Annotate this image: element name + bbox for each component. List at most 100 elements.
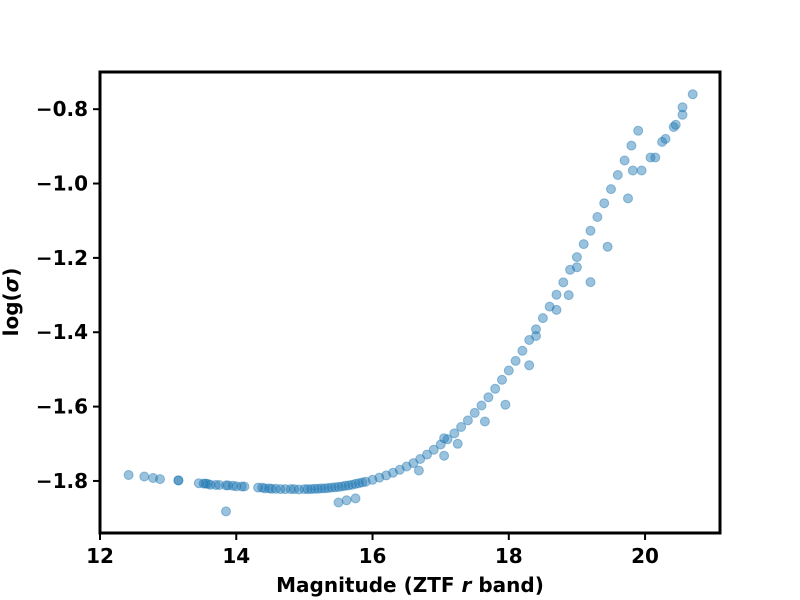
data-point-78: [537, 313, 548, 324]
data-point-111: [677, 109, 688, 120]
data-point-98: [500, 399, 511, 410]
data-point-17: [236, 481, 247, 492]
data-point-109: [668, 122, 679, 132]
data-point-16: [231, 481, 242, 492]
data-point-75: [517, 345, 528, 356]
data-point-11: [210, 480, 221, 490]
data-point-117: [531, 331, 541, 341]
data-point-37: [319, 483, 330, 494]
data-point-2: [148, 473, 159, 483]
data-point-29: [289, 484, 300, 495]
data-point-91: [626, 140, 637, 151]
data-point-76: [524, 335, 535, 345]
data-point-4: [173, 475, 184, 486]
data-point-38: [323, 483, 334, 493]
data-point-8: [200, 478, 211, 489]
data-point-64: [442, 434, 453, 445]
data-point-51: [341, 495, 352, 506]
x-axis-ticks: 12 14 16 18 20: [86, 533, 659, 568]
y-tick-label-0: −1.8: [36, 469, 88, 493]
data-point-44: [343, 480, 354, 491]
data-point-26: [275, 484, 286, 495]
data-point-13: [221, 480, 231, 491]
y-tick-label-2: −1.4: [36, 320, 88, 344]
x-tick-label-2: 16: [359, 544, 387, 568]
data-point-92: [633, 125, 644, 136]
data-point-42: [336, 481, 347, 492]
y-axis-ticks: −1.8 −1.6 −1.4 −1.2 −1.0 −0.8: [36, 97, 100, 493]
data-point-34: [309, 483, 320, 494]
data-point-14: [223, 480, 234, 491]
data-point-36: [316, 483, 327, 494]
data-point-94: [439, 433, 450, 444]
data-point-21: [257, 482, 268, 493]
data-point-104: [636, 165, 647, 176]
data-point-25: [270, 483, 281, 494]
data-point-114: [602, 241, 613, 252]
data-point-66: [456, 422, 467, 432]
data-point-105: [645, 152, 656, 163]
data-point-9: [202, 478, 213, 489]
data-point-18: [239, 481, 250, 492]
data-point-106: [650, 152, 661, 163]
y-axis-label: log(σ): [0, 268, 23, 337]
data-point-30: [293, 484, 304, 495]
data-point-107: [657, 136, 668, 147]
data-point-28: [285, 484, 296, 495]
data-point-93: [413, 465, 424, 476]
data-point-72: [497, 374, 507, 385]
data-points: [123, 89, 698, 517]
x-axis-label: Magnitude (ZTF r band): [276, 573, 544, 597]
data-point-101: [585, 277, 596, 288]
data-point-103: [627, 165, 638, 176]
data-point-71: [490, 383, 501, 394]
data-point-85: [585, 225, 596, 236]
data-point-58: [401, 461, 412, 472]
data-point-86: [592, 212, 603, 222]
data-point-96: [452, 438, 463, 449]
data-point-0: [123, 470, 134, 480]
data-point-79: [544, 301, 555, 312]
data-point-45: [347, 479, 358, 490]
plot-frame: [98, 70, 722, 535]
x-tick-label-4: 20: [631, 544, 659, 568]
data-point-112: [677, 102, 688, 113]
data-point-63: [435, 439, 446, 450]
data-point-74: [510, 355, 521, 366]
data-point-47: [353, 478, 364, 489]
data-point-82: [565, 264, 576, 275]
y-tick-label-4: −1.0: [36, 172, 88, 196]
data-point-49: [360, 476, 371, 487]
data-point-48: [357, 477, 368, 488]
x-tick-label-3: 18: [495, 544, 523, 568]
data-point-88: [606, 184, 616, 195]
data-point-27: [280, 484, 291, 495]
y-tick-label-5: −0.8: [36, 97, 88, 121]
data-point-56: [388, 467, 398, 478]
data-point-40: [330, 482, 341, 493]
data-point-62: [428, 444, 439, 455]
data-point-24: [266, 483, 277, 494]
data-point-53: [367, 474, 378, 485]
data-point-55: [381, 470, 392, 481]
data-point-116: [551, 304, 562, 315]
data-point-80: [551, 289, 562, 300]
data-point-113: [687, 89, 698, 100]
data-point-99: [524, 360, 535, 371]
data-point-59: [408, 458, 419, 469]
data-point-20: [253, 482, 264, 493]
data-point-50: [333, 497, 344, 508]
data-point-22: [259, 483, 270, 494]
data-point-67: [462, 415, 473, 426]
data-point-41: [333, 481, 344, 492]
data-point-32: [302, 484, 313, 495]
data-point-5: [173, 475, 184, 486]
data-point-90: [619, 155, 630, 166]
data-point-1: [139, 471, 150, 482]
data-point-89: [612, 170, 623, 180]
data-point-43: [340, 480, 351, 491]
data-point-31: [299, 484, 310, 495]
data-point-115: [571, 262, 582, 273]
y-tick-label-1: −1.6: [36, 395, 88, 419]
data-point-87: [599, 198, 610, 209]
